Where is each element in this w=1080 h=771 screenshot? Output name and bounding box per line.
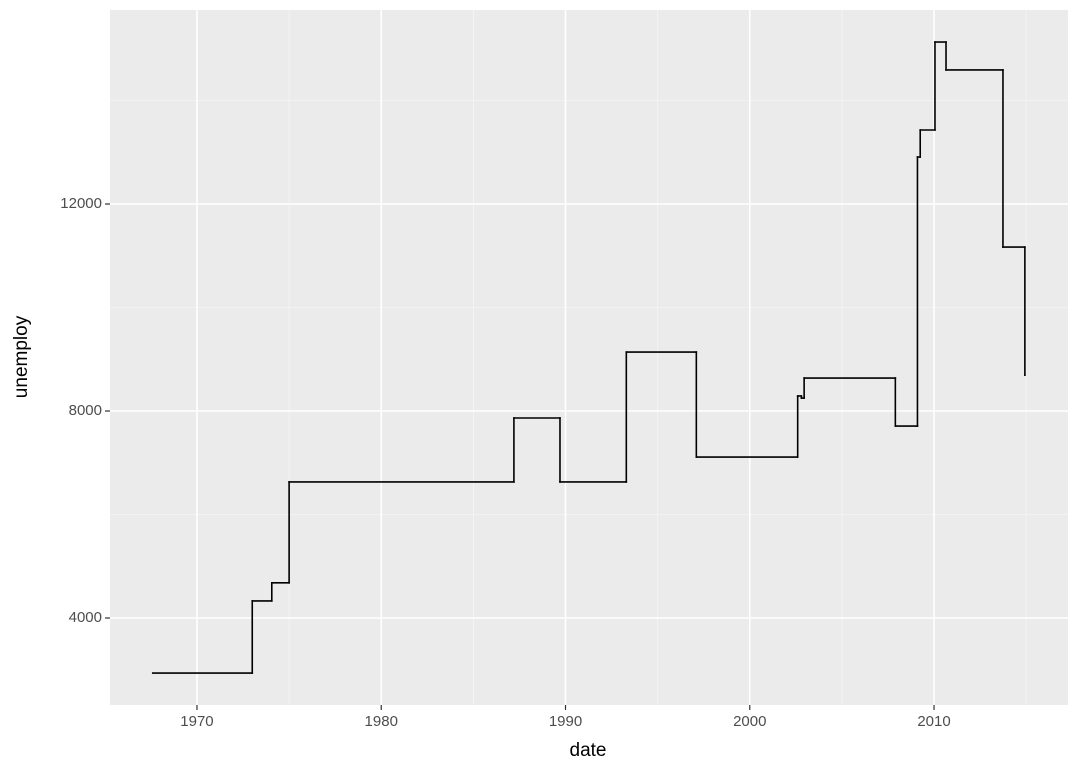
x-tick-label: 1970 — [180, 713, 213, 730]
y-tick-label: 4000 — [69, 609, 102, 626]
x-axis-title: date — [570, 740, 607, 761]
x-tick-label: 2010 — [917, 713, 950, 730]
x-tick-label: 2000 — [733, 713, 766, 730]
y-tick-label: 12000 — [60, 195, 102, 212]
y-tick-label: 8000 — [69, 402, 102, 419]
x-tick-label: 1980 — [365, 713, 398, 730]
panel — [110, 10, 1068, 705]
y-axis-title: unemploy — [11, 315, 32, 398]
x-tick-label: 1990 — [549, 713, 582, 730]
